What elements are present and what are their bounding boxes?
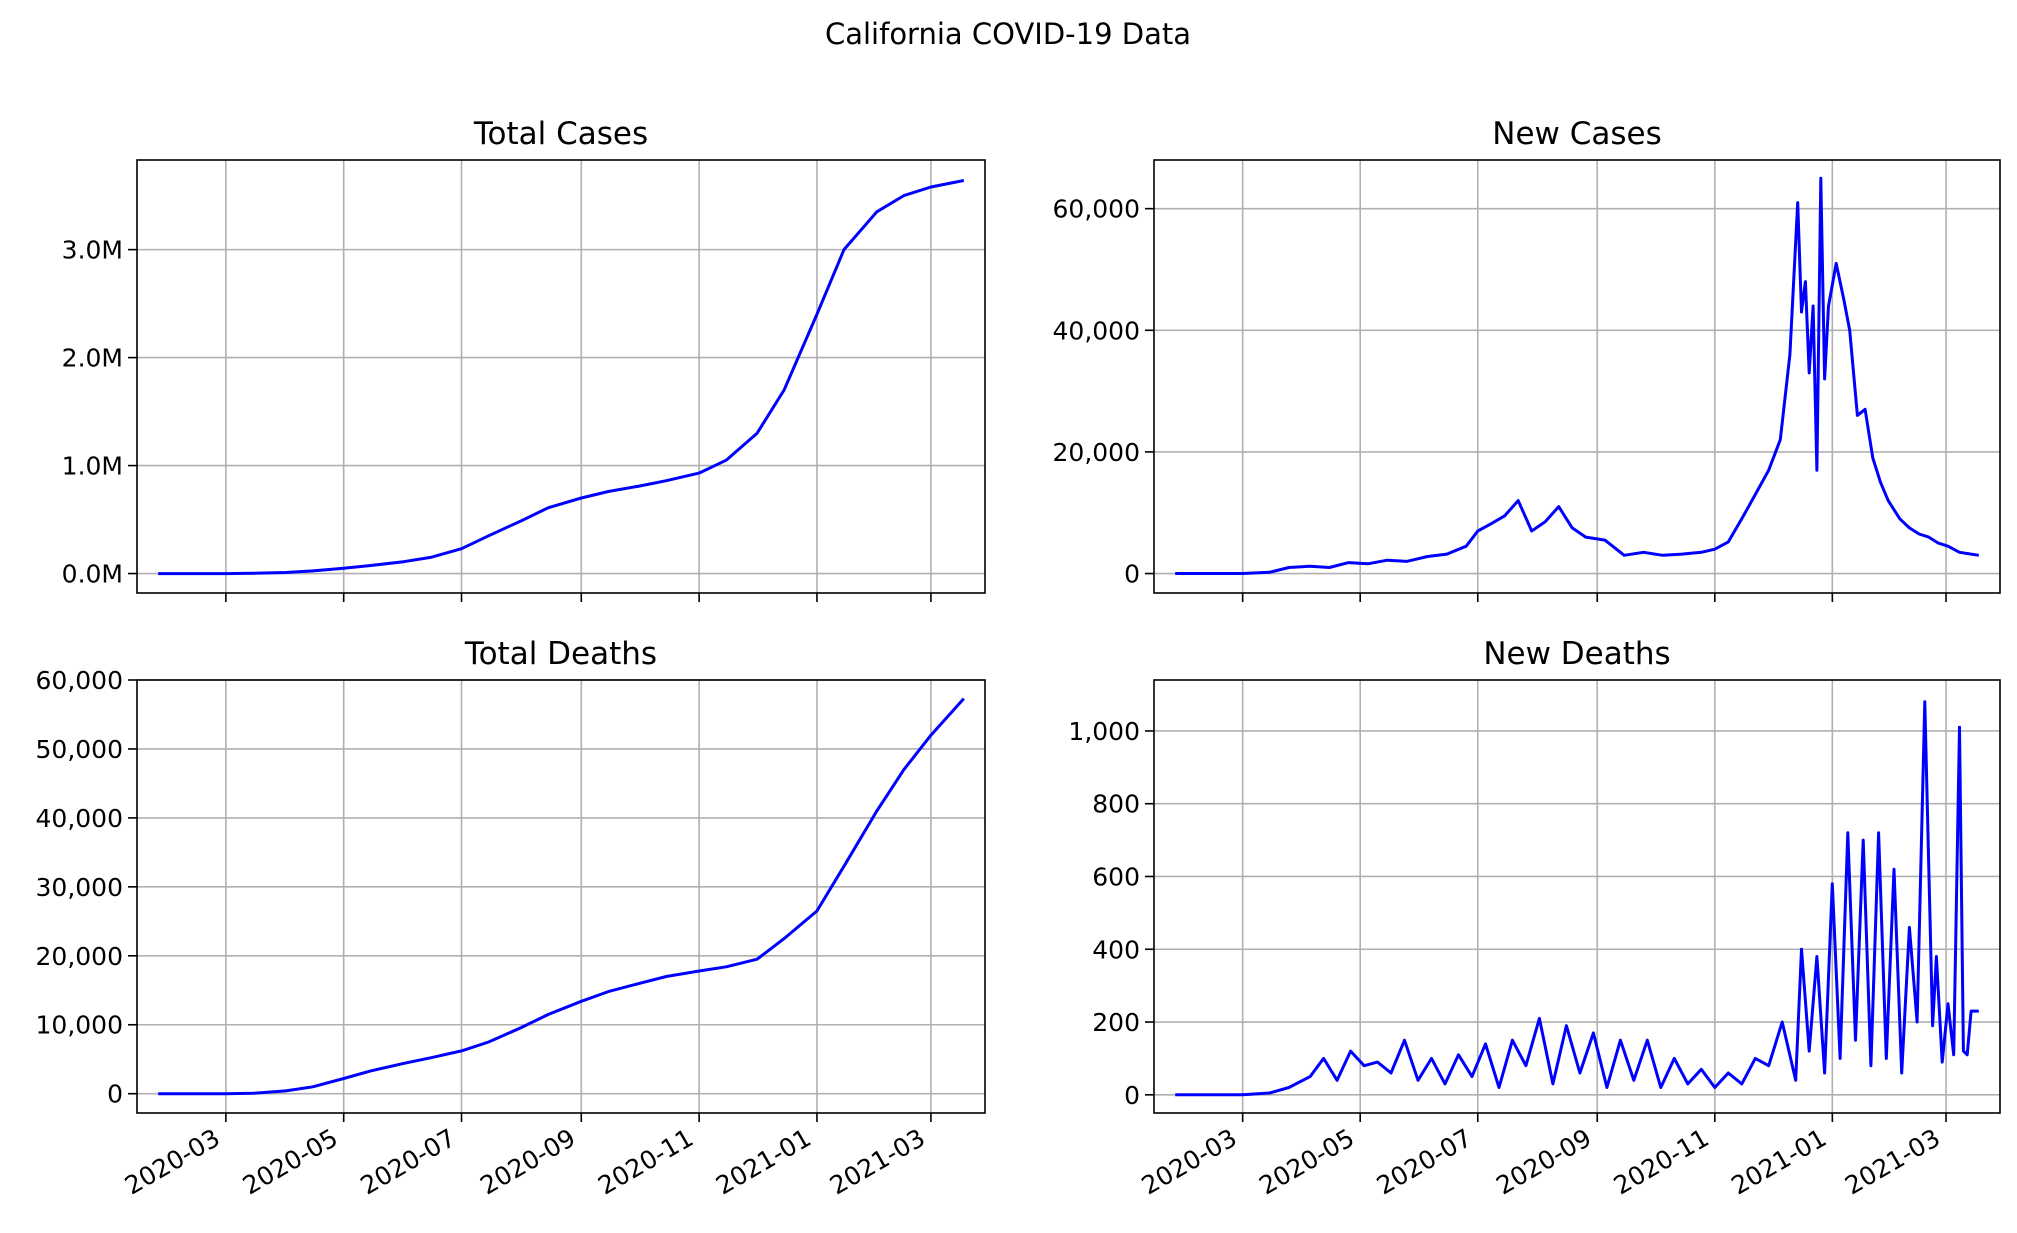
y-tick-label: 400 bbox=[1092, 935, 1140, 964]
y-tick-label: 50,000 bbox=[36, 735, 123, 764]
panel-title: Total Cases bbox=[473, 116, 648, 152]
panel-title: New Deaths bbox=[1483, 636, 1670, 672]
y-tick-label: 1,000 bbox=[1068, 717, 1140, 746]
x-tick-label: 2021-03 bbox=[825, 1123, 930, 1200]
y-tick-label: 20,000 bbox=[1053, 438, 1140, 467]
y-tick-label: 0 bbox=[1124, 560, 1140, 589]
x-tick-label: 2020-09 bbox=[1491, 1123, 1596, 1200]
x-tick-label: 2020-07 bbox=[356, 1123, 461, 1200]
x-tick-label: 2020-09 bbox=[475, 1123, 580, 1200]
series-line bbox=[1175, 700, 1979, 1097]
y-tick-label: 60,000 bbox=[36, 666, 123, 695]
y-tick-label: 2.0M bbox=[62, 344, 123, 373]
y-tick-label: 1.0M bbox=[62, 452, 123, 481]
y-tick-label: 30,000 bbox=[36, 873, 123, 902]
y-tick-label: 10,000 bbox=[36, 1011, 123, 1040]
x-tick-label: 2021-01 bbox=[1726, 1123, 1831, 1200]
y-tick-label: 20,000 bbox=[36, 942, 123, 971]
y-tick-label: 40,000 bbox=[36, 804, 123, 833]
x-tick-label: 2020-03 bbox=[120, 1123, 225, 1200]
panel-new-cases: New Cases 0 20,000 40,000 60,000 bbox=[1053, 116, 2001, 602]
plot-frame bbox=[136, 679, 986, 1114]
y-tick-label: 0.0M bbox=[62, 560, 123, 589]
series-line bbox=[158, 179, 965, 576]
x-tick-label: 2020-11 bbox=[593, 1123, 698, 1200]
y-tick-label: 3.0M bbox=[62, 236, 123, 265]
x-tick-label: 2020-07 bbox=[1372, 1123, 1477, 1200]
series-line bbox=[158, 697, 965, 1096]
x-tick-label: 2021-01 bbox=[711, 1123, 816, 1200]
x-tick-label: 2020-05 bbox=[1254, 1123, 1359, 1200]
figure-title: California COVID-19 Data bbox=[825, 17, 1191, 51]
panel-total-cases: Total Cases 0.0M 1.0M 2.0M 3.0M bbox=[62, 116, 986, 602]
y-tick-label: 600 bbox=[1092, 862, 1140, 891]
x-tick-label: 2020-11 bbox=[1609, 1123, 1714, 1200]
y-tick-label: 200 bbox=[1092, 1008, 1140, 1037]
plot-frame bbox=[1153, 159, 2001, 594]
y-tick-label: 40,000 bbox=[1053, 316, 1140, 345]
y-tick-label: 0 bbox=[107, 1080, 123, 1109]
series-line bbox=[1175, 176, 1980, 575]
y-tick-label: 0 bbox=[1124, 1081, 1140, 1110]
panel-total-deaths: Total Deaths 2020-03 2020-05 2020-07 2020-09… bbox=[36, 636, 986, 1200]
x-tick-label: 2020-05 bbox=[238, 1123, 343, 1200]
x-tick-label: 2021-03 bbox=[1840, 1123, 1945, 1200]
plot-frame bbox=[1153, 679, 2001, 1114]
x-tick-label: 2020-03 bbox=[1137, 1123, 1242, 1200]
panel-title: New Cases bbox=[1492, 116, 1662, 152]
panel-title: Total Deaths bbox=[464, 636, 657, 672]
y-tick-label: 60,000 bbox=[1053, 195, 1140, 224]
plot-frame bbox=[136, 159, 986, 594]
y-tick-label: 800 bbox=[1092, 790, 1140, 819]
